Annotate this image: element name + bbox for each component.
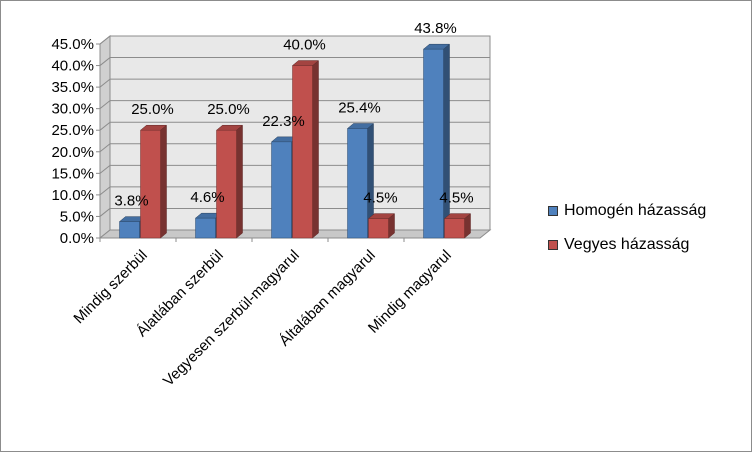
y-tick-label: 25.0% <box>51 122 94 139</box>
x-category-label: Mindig szerbül <box>70 247 150 327</box>
bar-vegyes-1 <box>216 129 237 239</box>
bar-vegyes-0 <box>140 129 161 239</box>
bar-homogen-0 <box>119 221 140 239</box>
legend-item-vegyes: Vegyes házasság <box>548 228 738 262</box>
bar-homogen-2 <box>271 141 292 239</box>
data-label-vegyes-3: 4.5% <box>363 190 397 207</box>
bar-homogen-1 <box>195 217 216 239</box>
legend: Homogén házasság Vegyes házasság <box>548 194 738 262</box>
y-tick-label: 15.0% <box>51 165 94 182</box>
y-tick-label: 30.0% <box>51 101 94 118</box>
legend-swatch-homogen <box>548 206 558 216</box>
x-category-label: Mindig magyarul <box>365 247 455 337</box>
legend-swatch-vegyes <box>548 240 558 250</box>
gridline-side <box>99 35 111 45</box>
data-label-homogen-2: 22.3% <box>262 113 305 130</box>
gridline-side <box>99 78 111 88</box>
gridline-side <box>99 186 111 196</box>
gridline-side <box>99 121 111 131</box>
y-tick-label: 0.0% <box>60 230 94 247</box>
data-label-homogen-4: 43.8% <box>414 20 457 37</box>
bar-homogen-3 <box>347 128 368 239</box>
legend-label-homogen: Homogén házasság <box>564 202 707 219</box>
y-tick-label: 5.0% <box>60 208 94 225</box>
bar-vegyes-2-side <box>312 60 319 239</box>
data-label-vegyes-0: 25.0% <box>131 101 174 118</box>
data-label-vegyes-4: 4.5% <box>439 190 473 207</box>
bar-vegyes-1-side <box>236 124 243 239</box>
bar-vegyes-0-side <box>160 124 167 239</box>
bar-vegyes-2 <box>292 65 313 239</box>
gridline-side <box>99 100 111 110</box>
x-category-label: Vegyesen szerbül-magyarul <box>160 247 303 390</box>
gridline-side <box>99 57 111 66</box>
side-wall <box>99 34 111 240</box>
y-tick-label: 40.0% <box>51 58 94 75</box>
y-tick-label: 20.0% <box>51 144 94 161</box>
gridline-side <box>99 164 111 174</box>
gridline-side <box>99 143 111 153</box>
bar-homogen-4-side <box>443 43 450 239</box>
bar-vegyes-3 <box>368 218 389 239</box>
data-label-homogen-1: 4.6% <box>190 189 224 206</box>
y-tick-label: 10.0% <box>51 187 94 204</box>
data-label-vegyes-2: 40.0% <box>283 37 326 54</box>
bar-vegyes-4 <box>444 218 465 239</box>
legend-item-homogen: Homogén házasság <box>548 194 738 228</box>
data-label-vegyes-1: 25.0% <box>207 101 250 118</box>
gridline-side <box>99 208 111 217</box>
bar-homogen-4 <box>423 48 444 239</box>
data-label-homogen-0: 3.8% <box>114 193 148 210</box>
legend-label-vegyes: Vegyes házasság <box>564 236 690 253</box>
data-label-homogen-3: 25.4% <box>338 99 381 116</box>
y-tick-label: 35.0% <box>51 79 94 96</box>
y-tick-label: 45.0% <box>51 36 94 53</box>
